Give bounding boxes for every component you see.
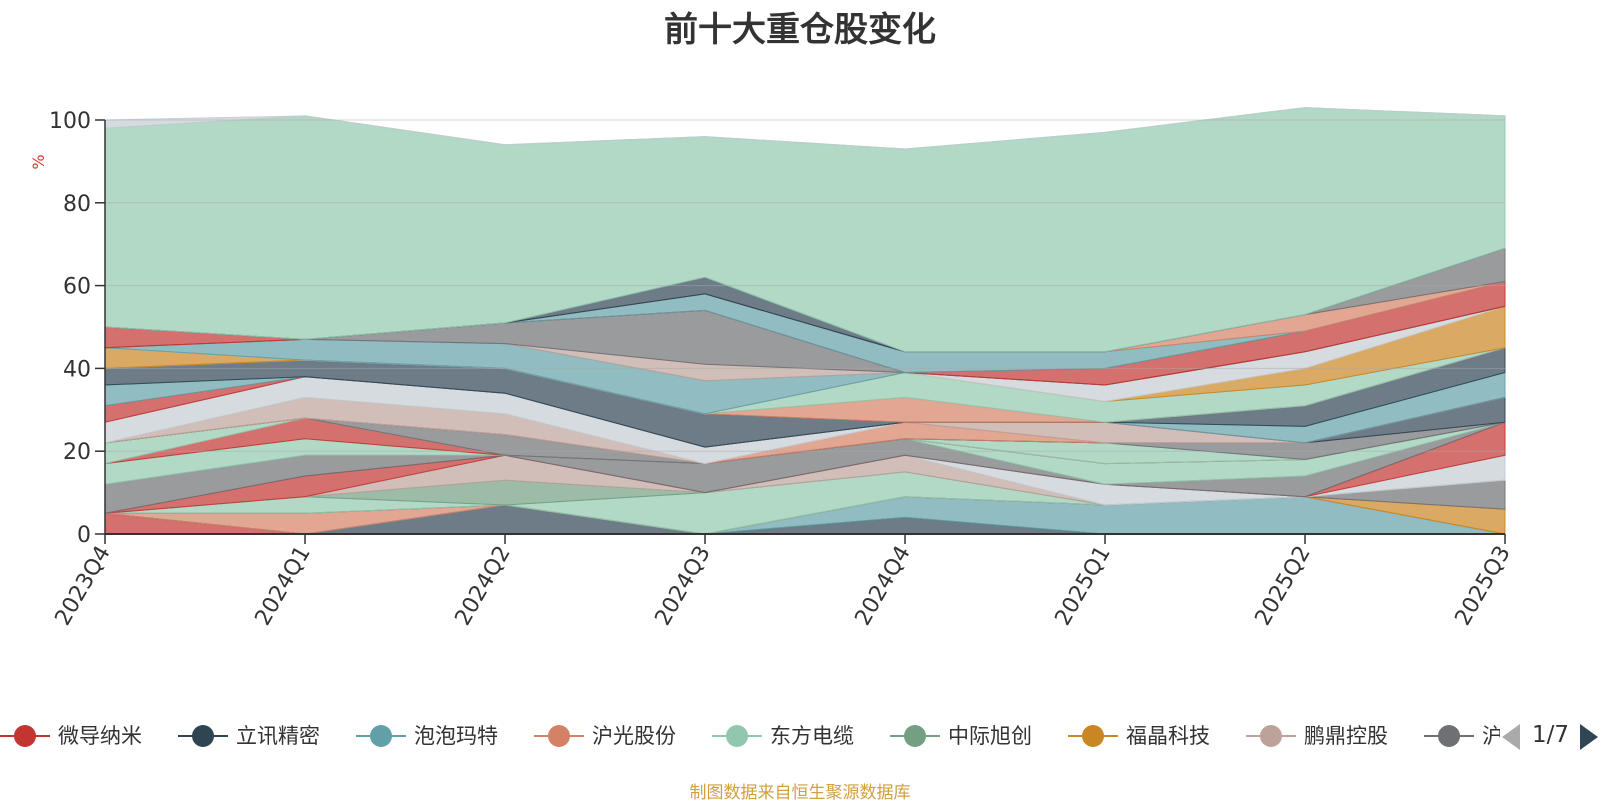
grid-layer: [105, 119, 1505, 452]
legend-pager: 1/7: [1498, 716, 1600, 756]
legend-item[interactable]: 东方电缆: [712, 718, 888, 754]
chart-plot: 0 20 40 60 80 100 2023Q4 2024Q1 2024Q2 2024Q3 2024…: [29, 107, 1516, 630]
series-area-36: [104, 107, 1506, 150]
legend-label: 东方电缆: [770, 724, 854, 748]
legend-item[interactable]: 福晶科技: [1068, 718, 1244, 754]
x-tick-label: 2024Q4: [851, 542, 916, 630]
legend-label: 立讯精密: [236, 724, 320, 748]
legend-marker-icon: [1246, 725, 1296, 747]
y-tick-label: 40: [63, 357, 91, 382]
legend-item[interactable]: 沪光股份: [534, 718, 710, 754]
legend-item[interactable]: 微导纳米: [0, 718, 176, 754]
legend-label: 泡泡玛特: [414, 724, 498, 748]
legend-marker-icon: [1068, 725, 1118, 747]
source-note: 制图数据来自恒生聚源数据库: [689, 783, 911, 803]
legend-label: 沪光股份: [592, 724, 676, 748]
y-tick-label: 20: [63, 440, 91, 465]
legend-item[interactable]: 中际旭创: [890, 718, 1066, 754]
y-tick-label: 100: [49, 109, 91, 134]
x-tick-label: 2025Q3: [1451, 542, 1516, 630]
x-tick-label: 2023Q4: [51, 542, 116, 630]
legend-marker-icon: [1424, 725, 1474, 747]
y-tick-label: 80: [63, 192, 91, 217]
legend-item[interactable]: 立讯精密: [178, 718, 354, 754]
legend-item[interactable]: 泡泡玛特: [356, 718, 532, 754]
legend-label: 福晶科技: [1126, 724, 1210, 748]
legend-label: 中际旭创: [948, 724, 1032, 748]
x-tick-label: 2025Q2: [1251, 542, 1316, 630]
y-tick-label: 0: [77, 523, 91, 548]
chart-title: 前十大重仓股变化: [664, 10, 936, 50]
next-page-icon[interactable]: [1578, 722, 1600, 752]
legend-marker-icon: [712, 725, 762, 747]
y-tick-label: 60: [63, 275, 91, 300]
prev-page-icon[interactable]: [1500, 722, 1522, 752]
x-tick-label: 2024Q3: [651, 542, 716, 630]
legend: 微导纳米 立讯精密 泡泡玛特 沪光股份 东方电缆 中际旭创 福晶科技 鹏鼎控股 沪: [0, 718, 1500, 754]
x-tick-label: 2024Q2: [451, 542, 516, 630]
area-layer: [104, 107, 1506, 535]
legend-marker-icon: [534, 725, 584, 747]
y-axis-unit-label: %: [29, 154, 48, 169]
legend-marker-icon: [0, 725, 50, 747]
x-tick-label: 2024Q1: [251, 542, 316, 630]
legend-marker-icon: [178, 725, 228, 747]
legend-page-indicator: 1/7: [1532, 722, 1570, 748]
legend-label: 鹏鼎控股: [1304, 724, 1388, 748]
legend-label: 微导纳米: [58, 724, 142, 748]
legend-label: 沪: [1482, 724, 1500, 748]
legend-marker-icon: [356, 725, 406, 747]
x-tick-label: 2025Q1: [1051, 542, 1116, 630]
legend-marker-icon: [890, 725, 940, 747]
legend-item[interactable]: 沪: [1424, 718, 1500, 754]
legend-item[interactable]: 鹏鼎控股: [1246, 718, 1422, 754]
